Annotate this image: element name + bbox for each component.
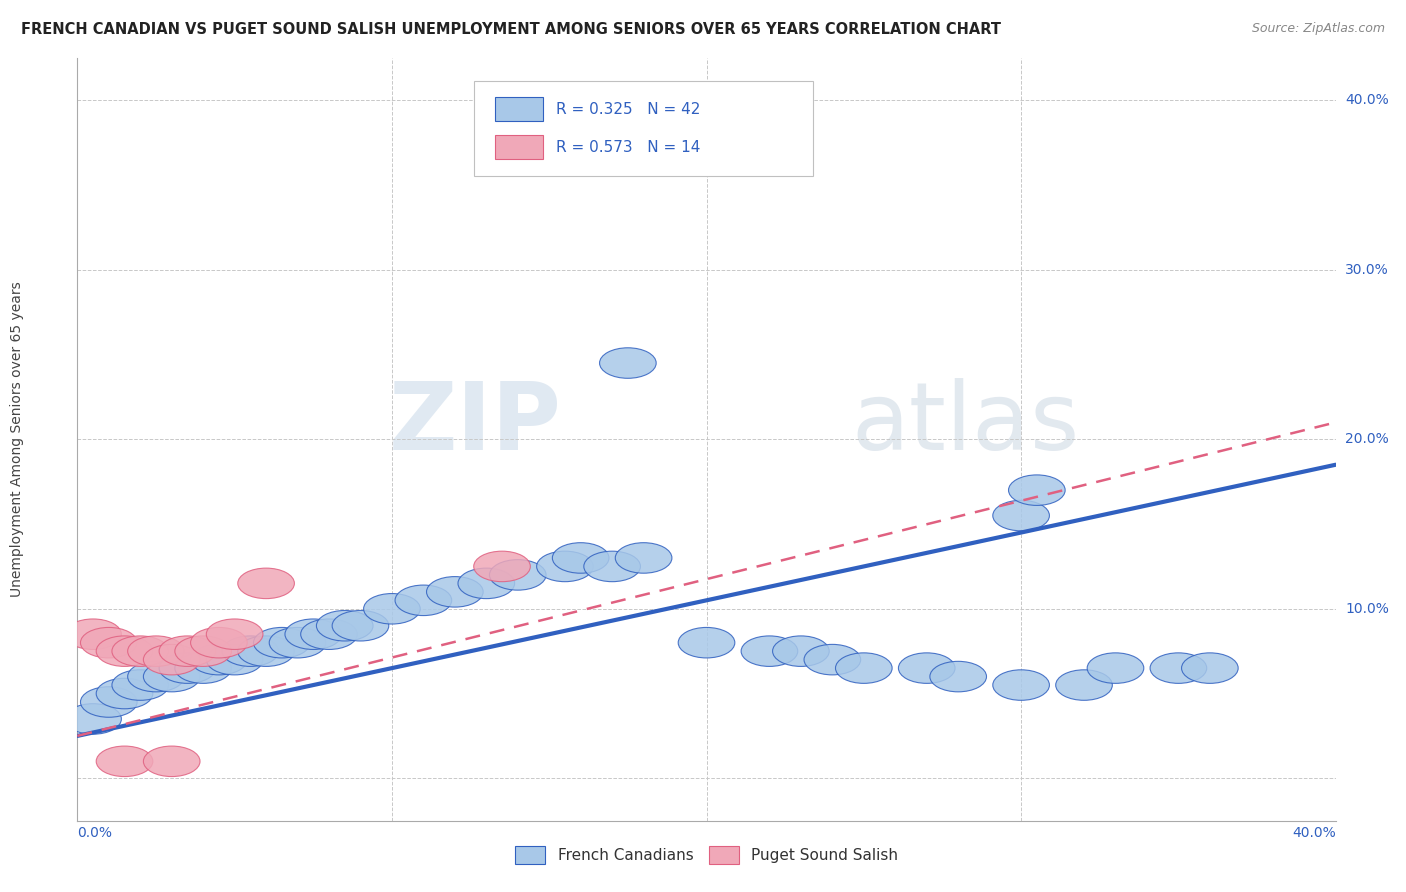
Ellipse shape — [616, 542, 672, 574]
Text: 20.0%: 20.0% — [1346, 433, 1389, 446]
Text: FRENCH CANADIAN VS PUGET SOUND SALISH UNEMPLOYMENT AMONG SENIORS OVER 65 YEARS C: FRENCH CANADIAN VS PUGET SOUND SALISH UN… — [21, 22, 1001, 37]
Text: 40.0%: 40.0% — [1292, 826, 1336, 839]
Ellipse shape — [316, 610, 373, 641]
Text: 10.0%: 10.0% — [1346, 602, 1389, 615]
Ellipse shape — [993, 500, 1049, 531]
Ellipse shape — [222, 636, 278, 666]
Ellipse shape — [96, 746, 153, 777]
Ellipse shape — [96, 678, 153, 709]
Ellipse shape — [364, 593, 420, 624]
Ellipse shape — [128, 661, 184, 692]
Ellipse shape — [458, 568, 515, 599]
Ellipse shape — [474, 551, 530, 582]
Text: 40.0%: 40.0% — [1346, 94, 1389, 107]
Ellipse shape — [835, 653, 893, 683]
Ellipse shape — [65, 704, 121, 734]
Ellipse shape — [238, 568, 294, 599]
Ellipse shape — [741, 636, 797, 666]
Ellipse shape — [253, 627, 311, 658]
Ellipse shape — [112, 670, 169, 700]
Ellipse shape — [143, 746, 200, 777]
Text: 30.0%: 30.0% — [1346, 263, 1389, 277]
Ellipse shape — [993, 670, 1049, 700]
FancyBboxPatch shape — [495, 135, 543, 160]
Ellipse shape — [583, 551, 641, 582]
Ellipse shape — [301, 619, 357, 649]
Ellipse shape — [65, 619, 121, 649]
Legend: French Canadians, Puget Sound Salish: French Canadians, Puget Sound Salish — [509, 840, 904, 871]
Ellipse shape — [159, 653, 215, 683]
Text: Unemployment Among Seniors over 65 years: Unemployment Among Seniors over 65 years — [10, 282, 24, 597]
Ellipse shape — [207, 644, 263, 675]
Text: Source: ZipAtlas.com: Source: ZipAtlas.com — [1251, 22, 1385, 36]
Text: ZIP: ZIP — [389, 378, 562, 470]
Ellipse shape — [772, 636, 830, 666]
Text: atlas: atlas — [851, 378, 1080, 470]
Ellipse shape — [1056, 670, 1112, 700]
Ellipse shape — [553, 542, 609, 574]
FancyBboxPatch shape — [495, 97, 543, 121]
Ellipse shape — [143, 644, 200, 675]
Ellipse shape — [143, 661, 200, 692]
Ellipse shape — [489, 559, 546, 591]
Ellipse shape — [238, 636, 294, 666]
Ellipse shape — [426, 576, 484, 607]
Ellipse shape — [537, 551, 593, 582]
Ellipse shape — [191, 644, 247, 675]
Ellipse shape — [395, 585, 451, 615]
Ellipse shape — [332, 610, 389, 641]
Ellipse shape — [112, 636, 169, 666]
Ellipse shape — [599, 348, 657, 378]
FancyBboxPatch shape — [474, 81, 814, 177]
Text: R = 0.573   N = 14: R = 0.573 N = 14 — [555, 140, 700, 154]
Ellipse shape — [159, 636, 215, 666]
Ellipse shape — [929, 661, 987, 692]
Ellipse shape — [1008, 475, 1066, 506]
Ellipse shape — [191, 627, 247, 658]
Ellipse shape — [80, 627, 138, 658]
Ellipse shape — [207, 619, 263, 649]
Ellipse shape — [174, 653, 232, 683]
Ellipse shape — [1087, 653, 1144, 683]
Ellipse shape — [96, 636, 153, 666]
Ellipse shape — [269, 627, 326, 658]
Ellipse shape — [1150, 653, 1206, 683]
Ellipse shape — [678, 627, 735, 658]
Ellipse shape — [80, 687, 138, 717]
Ellipse shape — [804, 644, 860, 675]
Ellipse shape — [128, 636, 184, 666]
Ellipse shape — [1181, 653, 1239, 683]
Ellipse shape — [285, 619, 342, 649]
Text: R = 0.325   N = 42: R = 0.325 N = 42 — [555, 102, 700, 117]
Text: 0.0%: 0.0% — [77, 826, 112, 839]
Ellipse shape — [174, 636, 232, 666]
Ellipse shape — [898, 653, 955, 683]
